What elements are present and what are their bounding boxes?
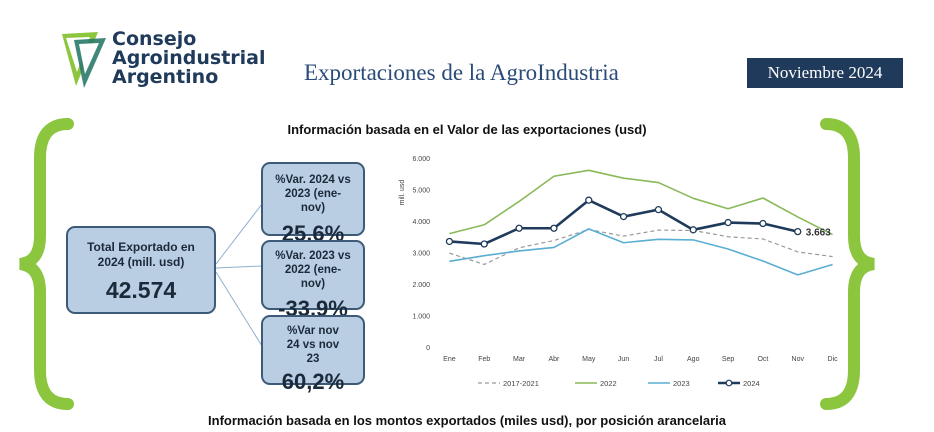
section-subtitle-top: Información basada en el Valor de las ex… bbox=[287, 122, 647, 137]
point-2024 bbox=[759, 219, 767, 228]
var-nov-value: 60,2% bbox=[281, 369, 345, 394]
y-tick-label: 4.000 bbox=[412, 219, 430, 226]
point-2024 bbox=[480, 240, 488, 248]
logo: Consejo Agroindustrial Argentino bbox=[60, 28, 280, 98]
x-tick-label: Jun bbox=[618, 356, 629, 363]
org-name: Consejo Agroindustrial Argentino bbox=[112, 28, 266, 88]
series-line-2024 bbox=[449, 198, 799, 246]
last-value-label: 3.663 bbox=[806, 228, 831, 239]
x-tick-label: Dic bbox=[828, 356, 839, 363]
point-2024 bbox=[585, 196, 593, 204]
var-nov-label: %Var nov 24 vs nov 23 bbox=[286, 325, 340, 365]
y-tick-label: 5.000 bbox=[412, 188, 430, 195]
y-tick-label: 1.000 bbox=[412, 314, 430, 321]
x-tick-label: Ago bbox=[687, 356, 700, 363]
point-2024 bbox=[654, 206, 663, 214]
left-brace-icon bbox=[18, 118, 74, 410]
point-2024 bbox=[724, 218, 732, 227]
point-2024 bbox=[445, 237, 454, 246]
page-title: Exportaciones de la AgroIndustria bbox=[304, 60, 619, 85]
series-line-2017-2021 bbox=[449, 228, 833, 266]
x-tick-label: Oct bbox=[757, 356, 768, 363]
point-2024 bbox=[550, 224, 558, 232]
y-tick-label: 2.000 bbox=[412, 282, 430, 289]
total-exported-value: 42.574 bbox=[105, 277, 177, 303]
point-2024 bbox=[515, 224, 523, 232]
point-2024 bbox=[619, 212, 628, 221]
series-line-2023 bbox=[449, 228, 833, 276]
x-tick-label: Nov bbox=[792, 356, 805, 363]
var-2024-vs-2023-label: %Var. 2024 vs 2023 (ene-nov) bbox=[275, 174, 351, 214]
x-tick-label: May bbox=[582, 356, 596, 363]
point-2024 bbox=[794, 227, 802, 236]
legend-marker bbox=[725, 379, 733, 387]
x-tick-label: Jul bbox=[654, 356, 663, 363]
x-tick-label: Mar bbox=[513, 356, 526, 363]
total-exported-box: Total Exportado en 2024 (mill. usd) 42.5… bbox=[66, 226, 216, 314]
y-axis-label: mill. usd bbox=[399, 180, 406, 206]
date-badge: Noviembre 2024 bbox=[747, 58, 903, 88]
var-2023-vs-2022-label: %Var. 2023 vs 2022 (ene-nov) bbox=[275, 250, 351, 290]
x-tick-label: Ene bbox=[443, 356, 456, 363]
var-2023-vs-2022-box: %Var. 2023 vs 2022 (ene-nov) -33,9% bbox=[261, 240, 365, 321]
y-tick-label: 0 bbox=[426, 345, 430, 352]
series-line-2022 bbox=[449, 169, 833, 236]
total-exported-label: Total Exportado en 2024 (mill. usd) bbox=[87, 240, 195, 269]
x-tick-label: Feb bbox=[478, 356, 490, 363]
logo-mark-icon bbox=[62, 32, 106, 88]
x-tick-label: Sep bbox=[722, 356, 735, 363]
y-tick-label: 6.000 bbox=[412, 156, 430, 163]
legend-label: 2017-2021 bbox=[503, 379, 539, 388]
section-subtitle-bottom: Información basada en los montos exporta… bbox=[208, 413, 726, 428]
legend-label: 2023 bbox=[673, 379, 690, 388]
legend-label: 2024 bbox=[743, 379, 760, 388]
y-tick-label: 3.000 bbox=[412, 251, 430, 258]
var-nov-box: %Var nov 24 vs nov 23 60,2% bbox=[261, 315, 365, 394]
legend-label: 2022 bbox=[600, 379, 617, 388]
right-brace-icon bbox=[820, 118, 876, 410]
point-2024 bbox=[689, 226, 697, 234]
x-tick-label: Abr bbox=[548, 356, 560, 363]
